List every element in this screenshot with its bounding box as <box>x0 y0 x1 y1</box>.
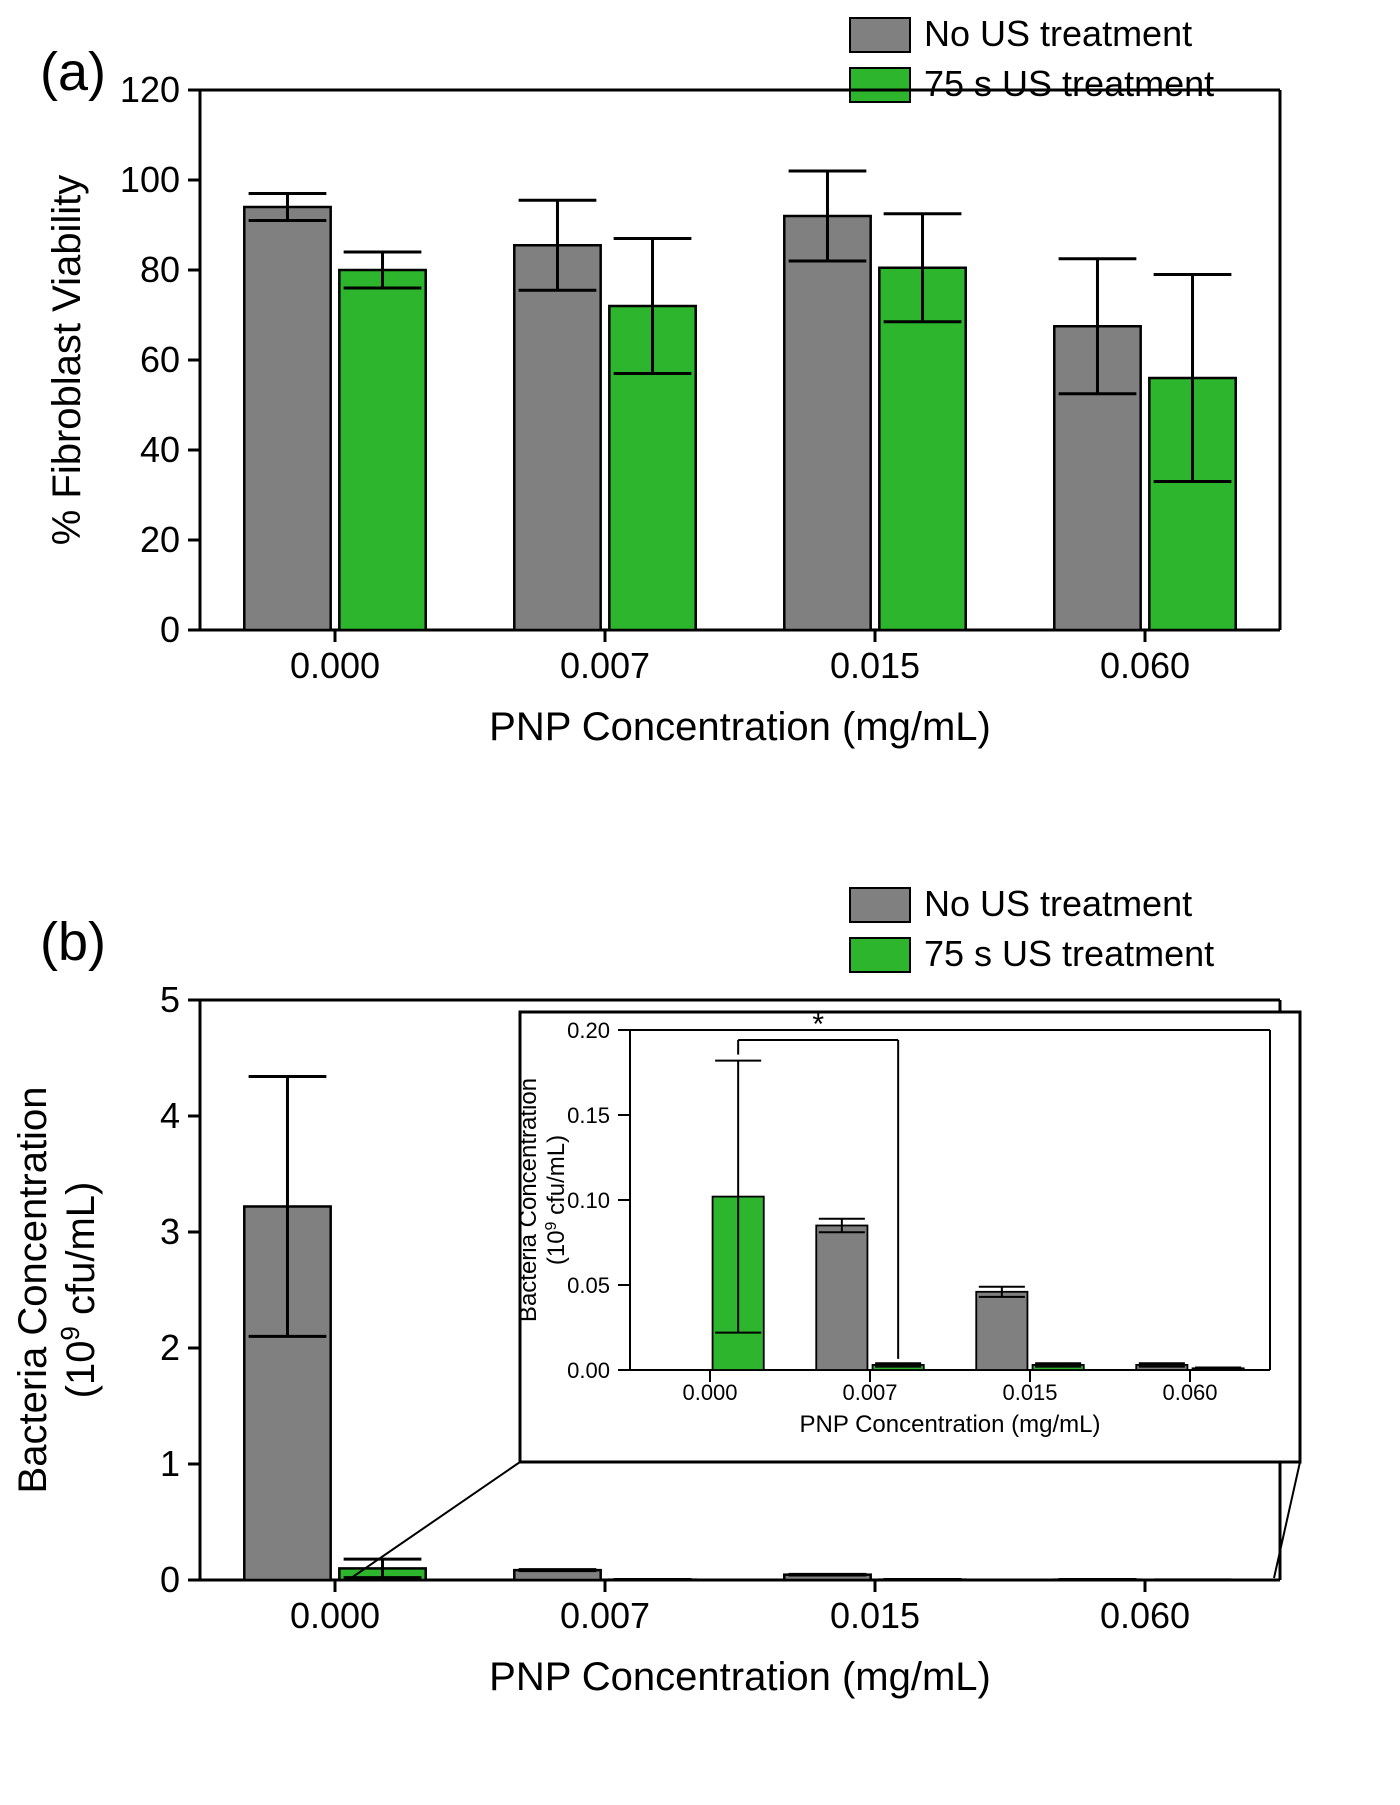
x-tick-label: 0.007 <box>560 1595 650 1636</box>
x-tick-label: 0.007 <box>560 645 650 686</box>
legend-swatch <box>850 938 910 972</box>
x-tick-label: 0.060 <box>1162 1380 1217 1405</box>
legend-label: No US treatment <box>924 13 1192 54</box>
x-tick-label: 0.000 <box>682 1380 737 1405</box>
y-tick-label: 1 <box>160 1443 180 1484</box>
panel-a: (a) No US treatment 75 s US treatment 0 20 40… <box>40 13 1280 749</box>
x-tick-label: 0.060 <box>1100 1595 1190 1636</box>
x-tick-label: 0.015 <box>830 645 920 686</box>
legend-label: 75 s US treatment <box>924 933 1214 974</box>
svg-text:(109 cfu/mL): (109 cfu/mL) <box>543 1135 571 1265</box>
y-tick-label: 40 <box>140 429 180 470</box>
y-tick-label: 3 <box>160 1211 180 1252</box>
y-tick-label: 5 <box>160 979 180 1020</box>
x-tick-label: 0.060 <box>1100 645 1190 686</box>
panel-b: (b) No US treatment 75 s US treatment 0 1 2 3 4… <box>11 883 1300 1699</box>
y-tick-label: 0 <box>160 609 180 650</box>
y-tick-label: 80 <box>140 249 180 290</box>
x-axis-label: PNP Concentration (mg/mL) <box>489 705 991 749</box>
y-tick-label: 0.10 <box>567 1188 610 1213</box>
x-tick-label: 0.000 <box>290 645 380 686</box>
legend-swatch <box>850 888 910 922</box>
y-tick-label: 0.00 <box>567 1358 610 1383</box>
inset-connector <box>1274 1462 1300 1578</box>
panel-label-b: (b) <box>40 912 106 972</box>
svg-text:Bacteria Concentration: Bacteria Concentration <box>11 1087 55 1494</box>
y-tick-label: 0 <box>160 1559 180 1600</box>
legend-label: 75 s US treatment <box>924 63 1214 104</box>
y-axis-label: % Fibroblast Viability <box>45 175 89 546</box>
x-tick-label: 0.007 <box>842 1380 897 1405</box>
bar <box>784 216 870 630</box>
inset-x-axis-label: PNP Concentration (mg/mL) <box>799 1411 1100 1438</box>
sig-star: * <box>812 1008 824 1041</box>
y-tick-label: 0.15 <box>567 1103 610 1128</box>
bar <box>816 1226 867 1371</box>
y-tick-label: 120 <box>120 69 180 110</box>
svg-text:Bacteria Concentration: Bacteria Concentration <box>515 1078 542 1322</box>
x-tick-label: 0.000 <box>290 1595 380 1636</box>
x-axis-label: PNP Concentration (mg/mL) <box>489 1655 991 1699</box>
panel-label-a: (a) <box>40 42 106 102</box>
bar <box>339 270 425 630</box>
legend-swatch <box>850 68 910 102</box>
x-tick-label: 0.015 <box>830 1595 920 1636</box>
x-tick-label: 0.015 <box>1002 1380 1057 1405</box>
y-tick-label: 0.05 <box>567 1273 610 1298</box>
y-tick-label: 4 <box>160 1095 180 1136</box>
y-tick-label: 0.20 <box>567 1018 610 1043</box>
y-axis-label: Bacteria Concentration(109 cfu/mL) <box>11 1087 103 1494</box>
y-tick-label: 60 <box>140 339 180 380</box>
y-tick-label: 20 <box>140 519 180 560</box>
y-tick-label: 2 <box>160 1327 180 1368</box>
inset-connector <box>351 1462 520 1578</box>
bar <box>514 245 600 630</box>
legend-label: No US treatment <box>924 883 1192 924</box>
bar <box>244 207 330 630</box>
legend-swatch <box>850 18 910 52</box>
svg-text:(109 cfu/mL): (109 cfu/mL) <box>55 1182 103 1399</box>
y-tick-label: 100 <box>120 159 180 200</box>
bar <box>976 1292 1027 1370</box>
